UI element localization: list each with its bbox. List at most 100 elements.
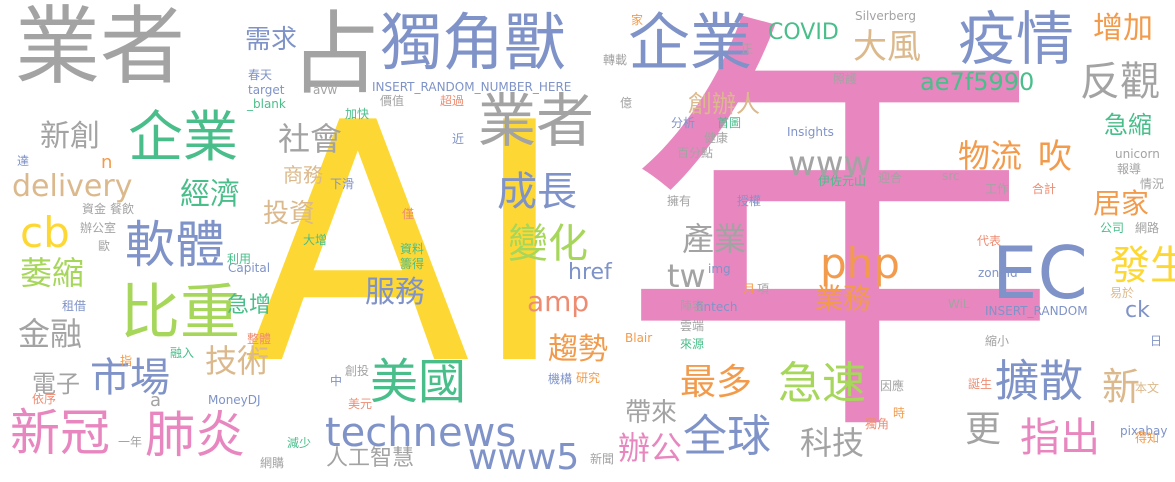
cloud-word: 物流 [958, 137, 1023, 175]
cloud-word: 指出 [1020, 415, 1100, 461]
cloud-word: 轉載 [603, 53, 628, 67]
cloud-word: 更 [965, 409, 1002, 450]
cloud-word: 健康 [704, 131, 729, 145]
cloud-word: 月 [743, 282, 756, 296]
cloud-word: 創投 [345, 364, 370, 378]
cloud-word: a [150, 390, 162, 411]
cloud-word: 得知 [1135, 431, 1160, 445]
cloud-word: COVID [768, 20, 839, 45]
cloud-word: 獨角 [865, 417, 890, 431]
cloud-word: 授權 [737, 194, 762, 208]
cloud-word: 肺炎 [145, 406, 245, 464]
cloud-word: n [101, 152, 113, 173]
cloud-word: ae7f5990 [920, 68, 1035, 96]
cloud-word: AI [245, 53, 569, 437]
cloud-word: 一年 [118, 435, 143, 449]
cloud-word: 經濟 [180, 177, 240, 212]
cloud-word: 最多 [680, 362, 753, 403]
cloud-word: src [942, 169, 960, 183]
cloud-word: MoneyDJ [208, 393, 261, 407]
cloud-word: amp [527, 285, 590, 318]
cloud-word: delivery [12, 169, 133, 204]
cloud-word: 業者 [15, 0, 186, 97]
cloud-word: 帶來 [625, 398, 678, 428]
cloud-word: 利用 [227, 252, 252, 266]
cloud-word: 融入 [170, 346, 195, 360]
cloud-word: 創辦人 [688, 90, 760, 118]
cloud-word: 電子 [32, 370, 80, 398]
cloud-word: WiL [948, 297, 970, 311]
cloud-word: 資金 [82, 202, 107, 216]
cloud-word: 發生 [1110, 243, 1175, 289]
cloud-word: INSERT_RANDOM [985, 304, 1088, 318]
cloud-word: Blair [625, 331, 653, 345]
cloud-word: cb [20, 208, 70, 257]
cloud-word: 疫情 [958, 5, 1075, 73]
cloud-word: 獨角獸 [380, 6, 567, 79]
cloud-word: 百分點 [677, 146, 714, 160]
cloud-word: 伊佐元山 [818, 174, 867, 188]
cloud-word: 企業 [128, 105, 239, 169]
cloud-word: 工作 [985, 182, 1010, 196]
cloud-word: zoneid [978, 266, 1018, 280]
cloud-word: 金融 [18, 315, 83, 353]
cloud-word: 籌得 [400, 257, 425, 271]
cloud-word: ck [1125, 298, 1150, 323]
cloud-word: www5 [468, 437, 580, 478]
cloud-word: 服務 [365, 275, 425, 310]
cloud-word: 居家 [1093, 187, 1150, 220]
cloud-word: 人工智慧 [326, 446, 415, 471]
cloud-word: 擁有 [667, 194, 692, 208]
cloud-word: 技術 [205, 342, 270, 380]
cloud-word: 比重 [120, 278, 240, 348]
cloud-word: 減少 [287, 436, 312, 450]
cloud-word: 項 [757, 282, 770, 296]
cloud-word: 依序 [32, 392, 57, 406]
cloud-word: 易於 [1110, 286, 1135, 300]
cloud-word: Silverberg [855, 9, 917, 23]
cloud-word: 公司 [1100, 221, 1125, 235]
cloud-word: unicorn [1115, 147, 1160, 161]
cloud-word: 增加 [1093, 11, 1153, 46]
cloud-word: 本文 [1135, 381, 1160, 395]
cloud-word: 辦公 [618, 429, 683, 467]
cloud-word: 誕生 [968, 377, 993, 391]
cloud-word: 變化 [508, 221, 588, 267]
cloud-word: 擴散 [995, 356, 1083, 407]
cloud-word: Insights [787, 125, 834, 139]
cloud-word: 日 [1150, 334, 1163, 348]
cloud-word: 占 [290, 2, 380, 107]
cloud-word: 企業 [628, 6, 753, 79]
cloud-word: 吹 [1038, 137, 1072, 177]
cloud-word: img [708, 262, 731, 276]
cloud-word: 餐飲 [110, 202, 135, 216]
cloud-word: 需求 [245, 25, 298, 55]
cloud-word: 新冠 [10, 404, 110, 462]
cloud-word: 因應 [880, 379, 905, 393]
cloud-word: 億 [620, 96, 633, 110]
cloud-word: 分析 [671, 116, 696, 130]
cloud-word: 租借 [62, 299, 87, 313]
cloud-word: 市場 [90, 355, 170, 401]
cloud-word: 辦公室 [80, 221, 117, 235]
cloud-word: 中 [330, 374, 343, 388]
cloud-word: 僅 [402, 207, 415, 221]
cloud-word: technews [325, 410, 517, 456]
cloud-word: 科技 [800, 424, 865, 462]
cloud-word: 指 [120, 354, 133, 368]
cloud-word: tw [667, 257, 706, 295]
cloud-word: 雲端 [680, 319, 705, 333]
cloud-word: 價值 [380, 94, 405, 108]
cloud-word: 正 [741, 42, 754, 56]
cloud-word: 投資 [263, 199, 316, 229]
cloud-word: 大風 [853, 27, 921, 67]
cloud-word: 資料 [400, 242, 425, 256]
cloud-word: 急增 [227, 293, 272, 318]
cloud-word: 春天 [248, 68, 273, 82]
cloud-word: 業務 [815, 282, 872, 315]
cloud-word: EC [992, 231, 1088, 315]
cloud-word: target [248, 83, 285, 97]
cloud-word: 迎合 [878, 171, 903, 185]
cloud-word: 新創 [40, 119, 100, 154]
cloud-word: 新 [1102, 365, 1141, 409]
